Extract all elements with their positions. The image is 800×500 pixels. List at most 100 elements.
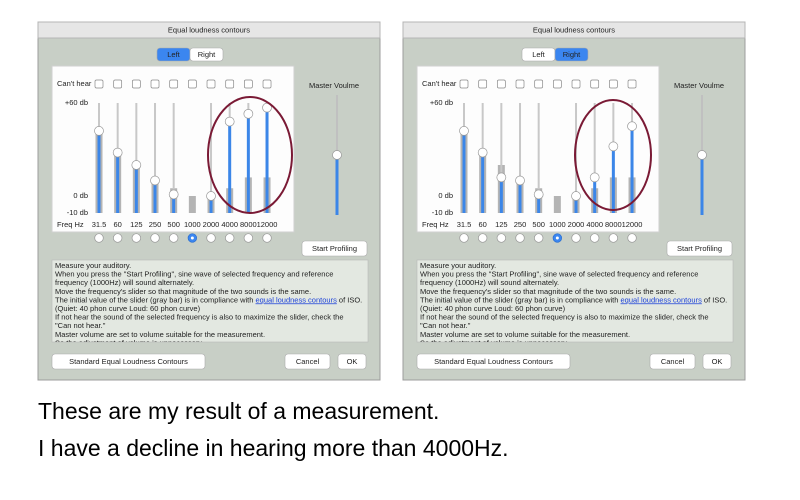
frequency-radio[interactable] (459, 233, 469, 243)
slider-knob[interactable] (168, 189, 179, 200)
slider-knob[interactable] (571, 191, 581, 201)
slider-knob[interactable] (589, 172, 600, 183)
frequency-radio[interactable] (94, 233, 104, 243)
slider-knob[interactable] (131, 160, 142, 170)
slider-knob[interactable] (515, 175, 525, 186)
link[interactable]: equal loudness contours (256, 295, 338, 304)
frequency-label: 31.5 (92, 220, 107, 229)
description-line: The initial value of the slider (gray ba… (420, 295, 727, 304)
checkbox[interactable] (262, 79, 272, 89)
button-label[interactable]: Standard Equal Loudness Contours (434, 357, 553, 366)
slider-knob[interactable] (94, 126, 104, 136)
slider-fill (116, 152, 120, 213)
slider-knob[interactable] (496, 172, 507, 183)
checkbox[interactable] (169, 79, 179, 89)
checkbox[interactable] (94, 79, 104, 89)
start-button-label[interactable]: Start Profiling (677, 244, 722, 253)
checkbox[interactable] (590, 79, 600, 89)
tab[interactable] (554, 47, 589, 62)
description-line: The initial value of the slider (gray ba… (55, 295, 362, 304)
description-line: So the adjustment of volume is unnecessa… (55, 338, 204, 347)
frequency-label: 500 (167, 220, 180, 229)
slider-knob[interactable] (224, 116, 235, 127)
slider-knob[interactable] (206, 191, 216, 201)
tab-label[interactable]: Left (167, 50, 180, 59)
checkbox[interactable] (244, 79, 253, 89)
frequency-radio[interactable] (608, 233, 619, 243)
slider-knob[interactable] (608, 141, 619, 152)
slider-knob[interactable] (477, 147, 488, 158)
slider-knob[interactable] (150, 175, 160, 186)
frequency-radio[interactable] (534, 233, 544, 243)
button[interactable] (702, 353, 732, 370)
default-level-bar (553, 196, 561, 213)
frequency-radio[interactable] (478, 233, 488, 243)
link[interactable]: equal loudness contours (621, 295, 703, 304)
slider-knob[interactable] (459, 126, 469, 136)
button[interactable] (416, 353, 571, 370)
checkbox[interactable] (478, 79, 488, 89)
checkbox[interactable] (131, 79, 141, 89)
button-label[interactable]: Cancel (661, 357, 685, 366)
frequency-label: 4000 (586, 220, 603, 229)
checkbox[interactable] (534, 79, 544, 89)
button[interactable] (51, 353, 206, 370)
frequency-radio[interactable] (243, 233, 254, 243)
tab[interactable] (189, 47, 224, 62)
button[interactable] (649, 353, 696, 370)
frequency-radio[interactable] (262, 233, 272, 243)
frequency-radio[interactable] (225, 233, 235, 243)
frequency-radio[interactable] (206, 233, 216, 243)
frequency-radio[interactable] (627, 233, 637, 243)
slider-knob[interactable] (262, 102, 272, 113)
frequency-radio[interactable] (150, 233, 160, 243)
button-label[interactable]: Cancel (296, 357, 320, 366)
checkbox[interactable] (571, 79, 581, 89)
title-bar (37, 21, 381, 39)
checkbox[interactable] (496, 79, 506, 89)
slider-knob[interactable] (243, 108, 254, 119)
button-label[interactable]: OK (347, 357, 358, 366)
checkbox[interactable] (188, 79, 197, 89)
slider-knob[interactable] (627, 121, 637, 132)
master-knob[interactable] (697, 150, 707, 160)
frequency-label: 2000 (203, 220, 220, 229)
master-knob[interactable] (332, 150, 342, 160)
description-line: frequency (1000Hz) will sound alternatel… (55, 278, 194, 287)
frequency-label: 8000 (240, 220, 257, 229)
frequency-radio[interactable] (571, 233, 581, 243)
checkbox[interactable] (206, 79, 216, 89)
button[interactable] (337, 353, 367, 370)
checkbox[interactable] (459, 79, 469, 89)
checkbox[interactable] (225, 79, 235, 89)
frequency-label: 12000 (622, 220, 643, 229)
checkbox[interactable] (150, 79, 160, 89)
freq-label: Freq Hz (57, 220, 84, 229)
start-button-label[interactable]: Start Profiling (312, 244, 357, 253)
radio-dot (190, 236, 194, 240)
slider-knob[interactable] (112, 147, 123, 158)
start-button[interactable] (301, 240, 368, 257)
frequency-label: 250 (514, 220, 527, 229)
button-label[interactable]: Standard Equal Loudness Contours (69, 357, 188, 366)
button[interactable] (284, 353, 331, 370)
checkbox[interactable] (552, 79, 562, 89)
checkbox[interactable] (627, 79, 637, 89)
tab-label[interactable]: Left (532, 50, 545, 59)
checkbox[interactable] (113, 79, 123, 89)
tab-label[interactable]: Right (198, 50, 216, 59)
frequency-radio[interactable] (113, 233, 123, 243)
frequency-radio[interactable] (496, 233, 506, 243)
frequency-radio[interactable] (590, 233, 600, 243)
tab-label[interactable]: Right (563, 50, 581, 59)
checkbox[interactable] (609, 79, 618, 89)
cant-hear-label: Can't hear (422, 79, 457, 88)
frequency-radio[interactable] (131, 233, 141, 243)
title-bar (402, 21, 746, 39)
button-label[interactable]: OK (712, 357, 723, 366)
checkbox[interactable] (515, 79, 525, 89)
slider-knob[interactable] (533, 189, 544, 200)
start-button[interactable] (666, 240, 733, 257)
frequency-radio[interactable] (515, 233, 525, 243)
frequency-radio[interactable] (169, 233, 179, 243)
